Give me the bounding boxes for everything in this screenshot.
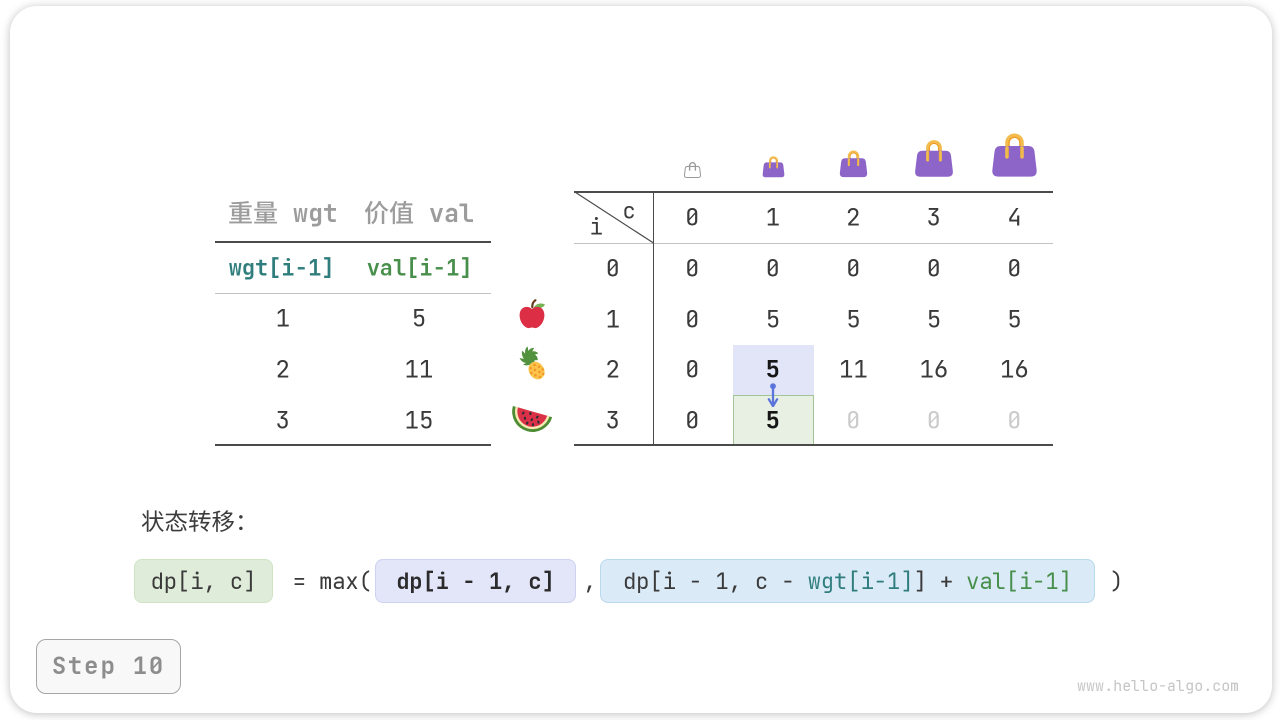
formula-close-paren: ): [1110, 566, 1124, 596]
dp-cell-2-0: 0: [685, 354, 700, 386]
item-value-1: 5: [411, 303, 427, 335]
item-table-header-value: 价值 val: [363, 193, 475, 230]
formula-take-val: val[i-1]: [966, 566, 1072, 596]
dp-row-header-1: 1: [605, 304, 621, 336]
bag-ghost-icon: [683, 161, 702, 183]
dp-row-header-0: 0: [605, 253, 621, 285]
dp-cell-3-3: 0: [926, 405, 942, 437]
formula-max-open: = max(: [292, 566, 372, 596]
step-badge: Step 10: [36, 639, 181, 694]
bag-large-icon: [913, 138, 955, 183]
watermark: www.hello-algo.com: [1076, 676, 1239, 696]
dp-cell-1-3: 5: [926, 304, 942, 336]
dp-cell-2-1: 5: [765, 354, 781, 386]
formula-result-box: dp[i, c]: [134, 559, 273, 603]
dp-cell-2-2: 11: [839, 354, 868, 386]
transition-formula: dp[i, c] = max( dp[i - 1, c] , dp[i - 1,…: [134, 559, 1123, 603]
item-table-rule-middle: [215, 292, 491, 294]
item-weight-1: 1: [275, 303, 291, 335]
transition-arrow-icon: [767, 382, 779, 407]
item-table-rule-top: [215, 241, 491, 243]
dp-cell-1-4: 5: [1007, 304, 1022, 336]
watermelon-icon: [509, 399, 555, 442]
dp-rule-bottom: [574, 444, 1053, 446]
formula-option-keep-box: dp[i - 1, c]: [374, 559, 577, 603]
transition-label: 状态转移：: [141, 503, 259, 537]
item-value-3: 15: [404, 405, 434, 437]
dp-cell-1-0: 0: [685, 304, 700, 336]
formula-take-prefix: dp[i - 1, c -: [622, 566, 808, 596]
dp-corner-col-var: c: [622, 196, 636, 226]
dp-cell-1-2: 5: [846, 304, 861, 336]
item-value-2: 11: [404, 354, 434, 386]
dp-rule-header: [574, 242, 1053, 244]
item-table-index-value: val[i-1]: [366, 253, 473, 282]
dp-col-header-1: 1: [765, 202, 781, 233]
formula-comma: ,: [583, 566, 597, 596]
dp-cell-0-1: 0: [765, 253, 781, 285]
dp-corner-diagonal: [574, 191, 654, 244]
dp-col-header-0: 0: [685, 202, 700, 233]
dp-rule-vertical: [652, 191, 655, 446]
dp-cell-3-4: 0: [1007, 405, 1022, 437]
dp-cell-0-3: 0: [926, 253, 942, 285]
formula-option-take-box: dp[i - 1, c - wgt[i-1]] + val[i-1]: [599, 559, 1095, 603]
apple-icon: [518, 299, 546, 335]
dp-cell-3-2: 0: [846, 405, 861, 437]
dp-cell-0-4: 0: [1007, 253, 1022, 285]
dp-col-header-4: 4: [1007, 202, 1022, 233]
pineapple-icon: [512, 344, 553, 393]
dp-cell-2-4: 16: [1000, 354, 1029, 386]
dp-row-header-2: 2: [605, 354, 621, 386]
formula-take-wgt: wgt[i-1]: [807, 566, 914, 596]
dp-cell-3-1: 5: [765, 405, 781, 437]
bag-xlarge-icon: [990, 131, 1039, 183]
item-table-index-weight: wgt[i-1]: [228, 253, 335, 282]
dp-row-header-3: 3: [605, 405, 621, 437]
bag-small-icon: [761, 155, 786, 183]
dp-cell-3-0: 0: [685, 405, 700, 437]
formula-take-mid: ] +: [913, 566, 967, 596]
dp-cell-0-0: 0: [685, 253, 700, 285]
dp-cell-0-2: 0: [846, 253, 861, 285]
dp-cell-2-3: 16: [919, 354, 949, 386]
item-weight-3: 3: [275, 405, 291, 437]
item-weight-2: 2: [275, 354, 291, 386]
bag-medium-icon: [838, 149, 869, 183]
dp-col-header-3: 3: [926, 202, 942, 233]
dp-cell-1-1: 5: [765, 304, 781, 336]
dp-col-header-2: 2: [846, 202, 861, 233]
dp-corner-row-var: i: [589, 212, 603, 242]
dp-rule-top: [574, 191, 1053, 193]
item-table-header-weight: 重量 wgt: [227, 193, 339, 230]
item-table-rule-bottom: [215, 444, 491, 446]
